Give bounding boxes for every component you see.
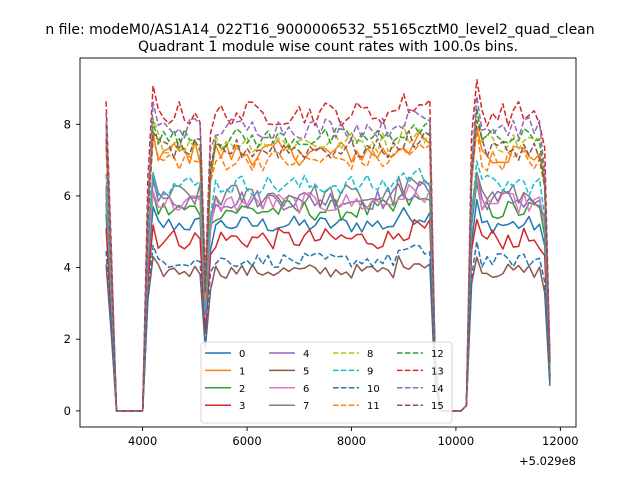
legend-label-3: 3: [239, 401, 245, 412]
y-tick-label: 8: [64, 117, 71, 131]
legend-label-1: 1: [239, 366, 245, 377]
series-line-13: [105, 78, 551, 412]
x-tick-label: 10000: [438, 434, 475, 448]
legend-label-9: 9: [367, 366, 373, 377]
y-tick-label: 0: [64, 404, 71, 418]
series-line-14: [105, 95, 551, 412]
series-line-12: [105, 107, 551, 412]
legend-label-12: 12: [431, 349, 444, 360]
plot-frame: [79, 57, 577, 428]
legend-label-8: 8: [367, 349, 373, 360]
x-tick-label: 8000: [337, 434, 366, 448]
legend-label-14: 14: [431, 384, 444, 395]
legend-label-0: 0: [239, 349, 245, 360]
series-line-2: [105, 181, 551, 412]
legend-label-5: 5: [303, 366, 309, 377]
series-line-0: [105, 198, 551, 412]
x-axis: 4000 6000 8000 10000 12000: [128, 427, 579, 448]
series-line-15: [105, 119, 551, 412]
legend-label-4: 4: [303, 349, 309, 360]
series-line-5: [105, 255, 551, 412]
legend-label-13: 13: [431, 366, 444, 377]
legend-label-15: 15: [431, 401, 444, 412]
y-tick-label: 6: [64, 189, 71, 203]
series-line-9: [105, 160, 551, 412]
legend-box: [200, 341, 453, 424]
legend-label-2: 2: [239, 384, 245, 395]
chart-suptitle: n file: modeM0/AS1A14_022T16_9000006532_…: [45, 22, 594, 38]
legend-label-6: 6: [303, 384, 309, 395]
series-line-10: [105, 240, 551, 412]
x-tick-label: 4000: [128, 434, 157, 448]
series-line-3: [105, 218, 551, 412]
legend-label-7: 7: [303, 401, 309, 412]
y-tick-label: 2: [64, 332, 71, 346]
y-tick-label: 4: [64, 261, 71, 275]
y-axis: 0 2 4 6 8: [64, 117, 80, 418]
legend-label-10: 10: [367, 384, 380, 395]
x-tick-label: 12000: [542, 434, 579, 448]
x-tick-label: 6000: [232, 434, 261, 448]
plot-lines: [105, 78, 551, 412]
x-offset-label: +5.029e8: [519, 454, 576, 468]
chart-title: Quadrant 1 module wise count rates with …: [138, 39, 518, 55]
legend-label-11: 11: [367, 401, 380, 412]
